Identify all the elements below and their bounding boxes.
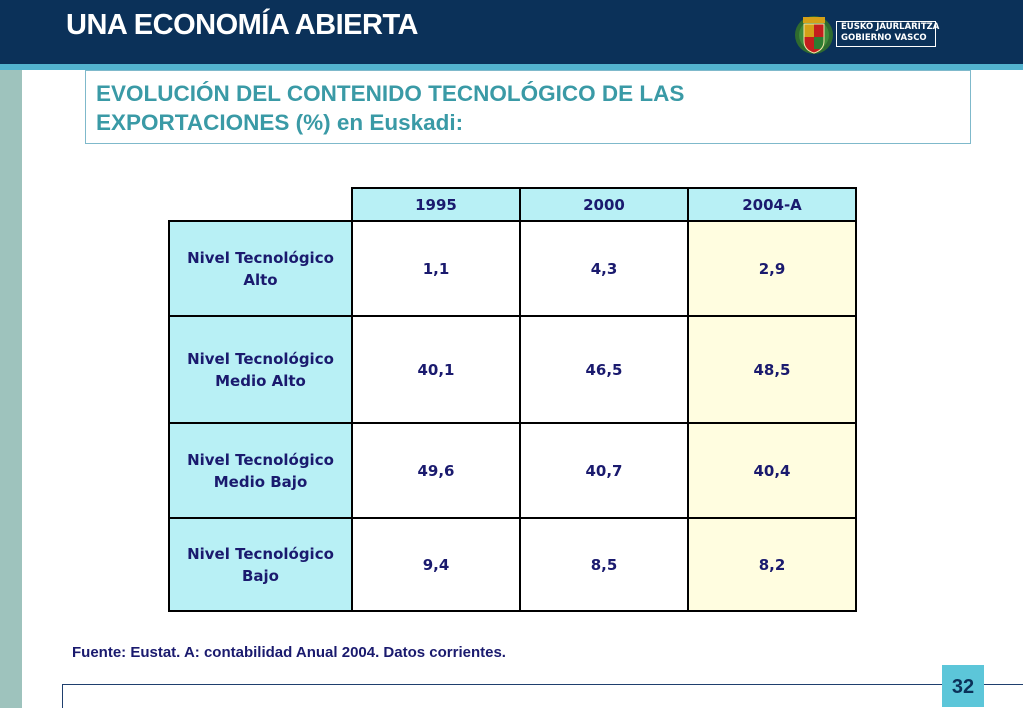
row-label: Nivel Tecnológico Bajo	[168, 517, 353, 612]
value-cell: 4,3	[519, 220, 689, 317]
logo-line-spanish: GOBIERNO VASCO	[841, 33, 927, 43]
logo-text-box: EUSKO JAURLARITZA GOBIERNO VASCO	[836, 21, 940, 47]
table-row: Nivel Tecnológico Medio Alto 40,1 46,5 48…	[168, 315, 857, 424]
row-label: Nivel Tecnológico Alto	[168, 220, 353, 317]
row-label-line: Nivel Tecnológico	[187, 450, 334, 469]
logo-line-basque: EUSKO JAURLARITZA	[841, 22, 940, 32]
row-label-line: Nivel Tecnológico	[187, 349, 334, 368]
left-decorative-stripe	[0, 70, 22, 708]
footer-divider	[62, 684, 1023, 708]
value-cell: 9,4	[351, 517, 521, 612]
subtitle-line-1: EVOLUCIÓN DEL CONTENIDO TECNOLÓGICO DE L…	[96, 81, 685, 106]
row-label-line: Bajo	[241, 566, 279, 585]
subtitle-box: EVOLUCIÓN DEL CONTENIDO TECNOLÓGICO DE L…	[85, 70, 971, 144]
value-cell: 46,5	[519, 315, 689, 424]
subtitle-text: EVOLUCIÓN DEL CONTENIDO TECNOLÓGICO DE L…	[96, 79, 684, 137]
year-header-1995: 1995	[351, 187, 521, 222]
table-row: Nivel Tecnológico Alto 1,1 4,3 2,9	[168, 220, 857, 317]
coat-of-arms-icon	[795, 16, 833, 54]
accent-bar	[0, 64, 1023, 70]
value-cell-highlighted: 8,2	[687, 517, 857, 612]
value-cell: 8,5	[519, 517, 689, 612]
value-cell-highlighted: 40,4	[687, 422, 857, 519]
slide-title: UNA ECONOMÍA ABIERTA	[66, 9, 418, 41]
row-label-line: Nivel Tecnológico	[187, 544, 334, 563]
table-row: Nivel Tecnológico Medio Bajo 49,6 40,7 40…	[168, 422, 857, 519]
year-header-2004: 2004-A	[687, 187, 857, 222]
source-note: Fuente: Eustat. A: contabilidad Anual 20…	[72, 644, 506, 661]
row-label-line: Alto	[243, 270, 278, 289]
row-label-line: Medio Bajo	[213, 472, 308, 491]
table-row: Nivel Tecnológico Bajo 9,4 8,5 8,2	[168, 517, 857, 612]
row-label: Nivel Tecnológico Medio Bajo	[168, 422, 353, 519]
value-cell-highlighted: 2,9	[687, 220, 857, 317]
row-label: Nivel Tecnológico Medio Alto	[168, 315, 353, 424]
row-label-line: Nivel Tecnológico	[187, 248, 334, 267]
value-cell: 49,6	[351, 422, 521, 519]
value-cell: 40,7	[519, 422, 689, 519]
government-logo: EUSKO JAURLARITZA GOBIERNO VASCO	[794, 14, 946, 56]
value-cell: 1,1	[351, 220, 521, 317]
value-cell-highlighted: 48,5	[687, 315, 857, 424]
header-bar: UNA ECONOMÍA ABIERTA EUSKO JAURLARITZA G…	[0, 0, 1023, 64]
subtitle-line-2: EXPORTACIONES (%) en Euskadi:	[96, 110, 464, 135]
export-technology-table: 1995 2000 2004-A Nivel Tecnológico Alto 1…	[168, 187, 857, 612]
table-corner-cell	[169, 188, 352, 221]
year-header-2000: 2000	[519, 187, 689, 222]
row-label-line: Medio Alto	[215, 371, 306, 390]
table-header-row: 1995 2000 2004-A	[169, 187, 857, 222]
page-number: 32	[942, 665, 984, 707]
value-cell: 40,1	[351, 315, 521, 424]
